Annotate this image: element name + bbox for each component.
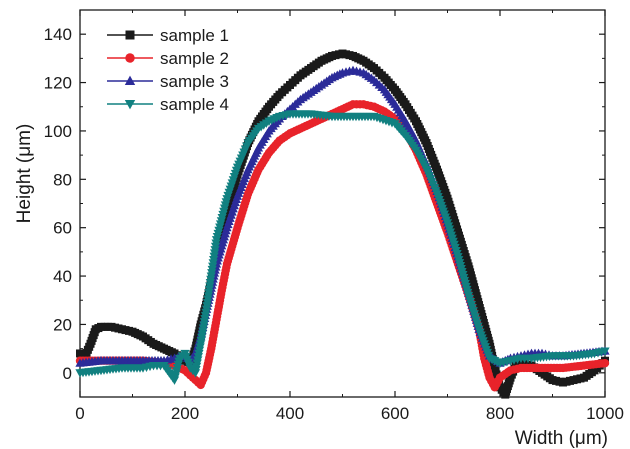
y-tick-label: 40 <box>53 267 72 286</box>
series-1 <box>76 49 609 399</box>
y-tick-label: 20 <box>53 315 72 334</box>
y-tick-label: 140 <box>44 25 72 44</box>
series-4 <box>75 110 610 385</box>
data-point <box>193 356 203 365</box>
data-point <box>193 353 204 362</box>
legend: sample 1 sample 2 sample 3 sample 4 <box>107 26 229 114</box>
legend-label: sample 2 <box>160 49 229 68</box>
data-point <box>192 359 202 368</box>
data-point <box>600 358 610 368</box>
data-point <box>195 343 205 352</box>
data-point <box>600 347 610 356</box>
x-tick-label: 600 <box>381 404 409 423</box>
y-axis-label: Height (μm) <box>14 124 35 224</box>
series-layer <box>75 49 610 399</box>
legend-marker <box>124 99 136 110</box>
legend-label: sample 1 <box>160 26 229 45</box>
legend-marker <box>124 75 136 86</box>
data-point <box>194 349 204 359</box>
data-point <box>194 346 205 356</box>
y-tick-label: 100 <box>44 122 72 141</box>
x-axis-label: Width (μm) <box>515 428 608 449</box>
x-tick-label: 1000 <box>586 404 624 423</box>
x-tick-label: 200 <box>171 404 199 423</box>
x-tick-label: 400 <box>276 404 304 423</box>
legend-label: sample 3 <box>160 72 229 91</box>
legend-marker <box>125 53 135 63</box>
data-point <box>190 369 201 378</box>
data-point <box>192 362 202 372</box>
legend-marker <box>125 30 135 40</box>
plot-frame <box>79 9 606 398</box>
y-tick-label: 0 <box>63 364 72 383</box>
legend-label: sample 4 <box>160 95 229 114</box>
y-tick-label: 120 <box>44 74 72 93</box>
x-tick-label: 800 <box>486 404 514 423</box>
y-tick-label: 80 <box>53 170 72 189</box>
x-tick-label: 0 <box>75 404 84 423</box>
data-point <box>191 365 201 375</box>
y-tick-label: 60 <box>53 219 72 238</box>
